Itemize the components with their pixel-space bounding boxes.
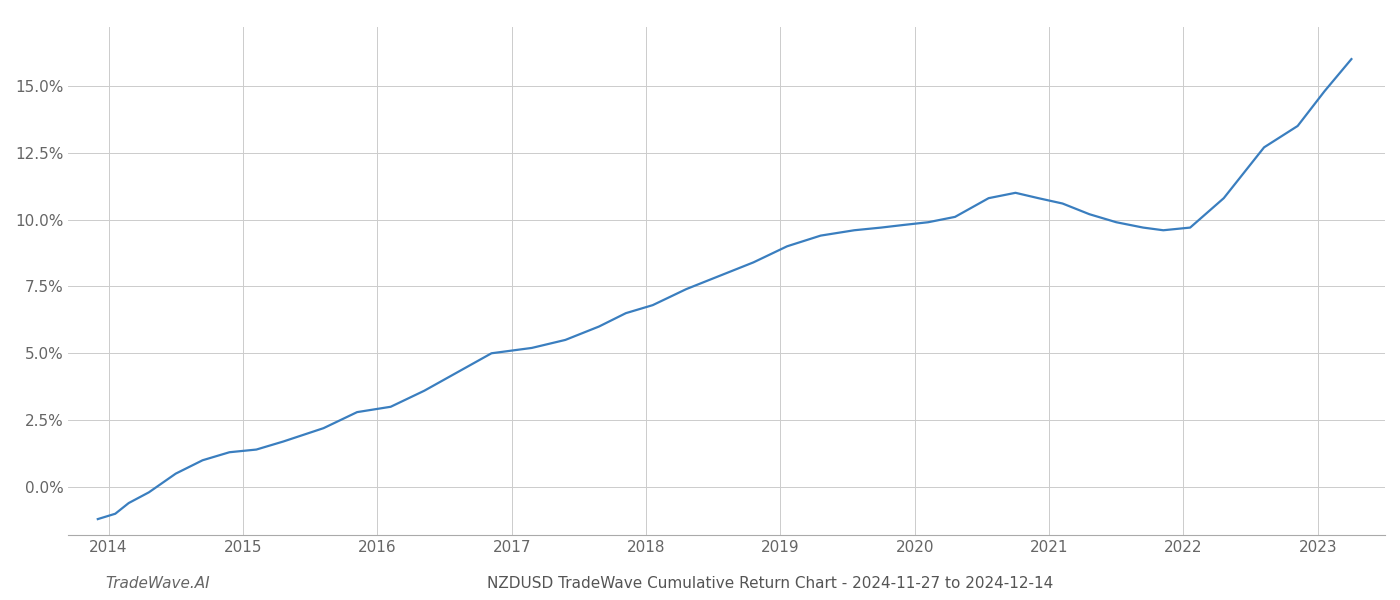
- Text: NZDUSD TradeWave Cumulative Return Chart - 2024-11-27 to 2024-12-14: NZDUSD TradeWave Cumulative Return Chart…: [487, 576, 1053, 591]
- Text: TradeWave.AI: TradeWave.AI: [105, 576, 210, 591]
